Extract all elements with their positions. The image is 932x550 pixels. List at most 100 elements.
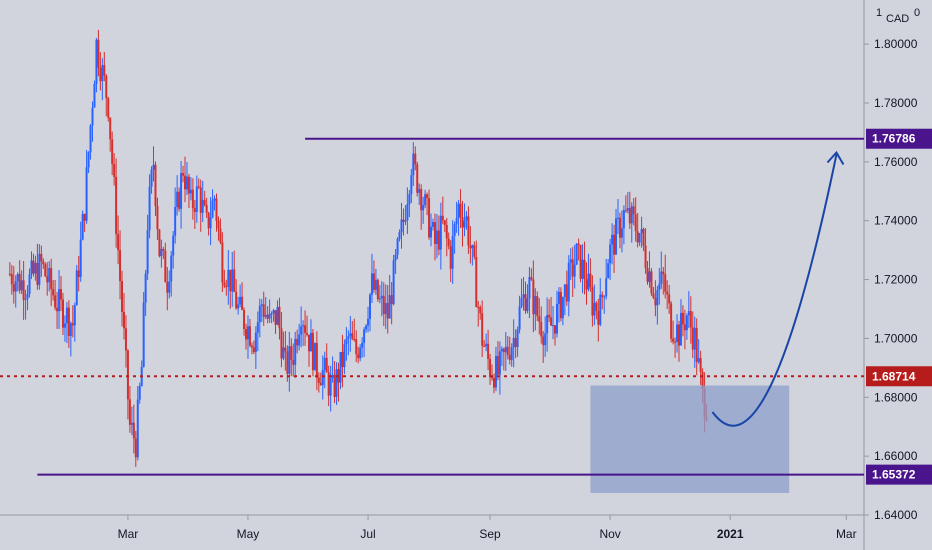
price-badge-label-1: 1.68714 <box>872 369 916 383</box>
candle-body <box>24 298 27 300</box>
price-badge-2 <box>866 464 932 485</box>
candle-body <box>422 205 425 211</box>
candle-body <box>276 306 279 325</box>
candle-body <box>668 294 671 304</box>
candle-body <box>638 233 641 243</box>
candle-body <box>536 296 539 317</box>
candle-body <box>365 325 368 330</box>
candle-body <box>516 329 519 347</box>
candle-body <box>479 307 482 314</box>
candle-body <box>506 346 509 355</box>
candle-body <box>646 268 649 282</box>
candle-body <box>227 269 230 287</box>
candle-body <box>309 332 312 352</box>
candle-body <box>681 312 684 325</box>
x-axis-ticks: MarMayJulSepNov2021MarMay <box>118 515 857 541</box>
candle-body <box>498 351 501 375</box>
candle-body <box>317 377 320 383</box>
candle-body <box>583 259 586 279</box>
candle-body <box>32 260 35 274</box>
candle-body <box>597 310 600 325</box>
candle-body <box>662 271 665 275</box>
candle-body <box>105 75 108 99</box>
candle-body <box>241 296 244 310</box>
candle-body <box>687 311 690 316</box>
candle-body <box>567 262 570 302</box>
candle-body <box>126 350 129 400</box>
candle-body <box>274 310 277 325</box>
candle-body <box>569 259 572 263</box>
candle-body <box>91 107 94 126</box>
candle-body <box>611 234 614 245</box>
candle-body <box>522 294 525 299</box>
candle-body <box>439 215 442 250</box>
candle-body <box>601 294 604 297</box>
candle-body <box>457 203 460 219</box>
candle-body <box>573 264 576 277</box>
candle-body <box>630 206 633 224</box>
candle-body <box>473 245 476 257</box>
x-tick-label: 2021 <box>717 527 744 541</box>
candle-body <box>579 245 582 279</box>
candle-body <box>676 324 679 342</box>
candle-body <box>217 220 220 229</box>
candle-body <box>648 271 651 282</box>
candle-body <box>520 298 523 307</box>
candle-body <box>475 256 478 307</box>
candle-body <box>650 271 653 294</box>
candle-body <box>437 230 440 250</box>
candle-body <box>286 351 289 374</box>
candle-body <box>61 299 64 328</box>
candle-body <box>616 217 619 219</box>
candle-body <box>496 356 499 375</box>
candle-body <box>146 230 149 274</box>
candle-body <box>491 377 494 379</box>
candle-body <box>144 273 147 303</box>
candle-body <box>67 307 70 336</box>
candle-body <box>670 303 673 339</box>
candle-body <box>591 287 594 316</box>
candle-body <box>187 176 190 194</box>
candle-body <box>150 169 153 187</box>
candle-body <box>262 304 265 317</box>
candle-body <box>325 357 328 373</box>
candle-body <box>431 222 434 227</box>
candle-body <box>345 338 348 344</box>
candle-body <box>605 278 608 297</box>
candle-body <box>34 262 37 274</box>
x-tick-label: Jul <box>360 527 375 541</box>
candle-body <box>654 297 657 306</box>
candle-body <box>424 194 427 206</box>
candle-body <box>152 164 155 170</box>
candle-body <box>170 255 173 282</box>
candle-body <box>613 234 616 255</box>
support-zone <box>590 385 790 493</box>
candle-body <box>548 314 551 318</box>
candle-body <box>101 65 104 82</box>
candle-body <box>313 342 316 371</box>
projection-arrow-head <box>826 150 845 166</box>
candle-body <box>449 246 452 269</box>
candle-body <box>237 304 240 309</box>
candle-body <box>256 322 259 333</box>
candle-body <box>376 279 379 300</box>
candle-body <box>416 164 419 193</box>
candle-body <box>697 358 700 363</box>
candle-body <box>107 98 110 118</box>
candle-body <box>197 186 200 188</box>
candle-body <box>455 218 458 225</box>
candle-body <box>701 371 704 389</box>
candle-body <box>459 203 462 218</box>
candle-body <box>266 314 269 319</box>
candle-body <box>321 370 324 386</box>
candle-body <box>109 117 112 140</box>
candle-body <box>223 282 226 287</box>
candle-body <box>445 224 448 239</box>
candle-body <box>132 422 135 439</box>
candle-body <box>372 273 375 290</box>
candle-body <box>658 283 661 291</box>
price-badge-label-2: 1.65372 <box>872 468 916 482</box>
candle-body <box>278 306 281 329</box>
y-tick-label: 1.68000 <box>874 390 918 404</box>
